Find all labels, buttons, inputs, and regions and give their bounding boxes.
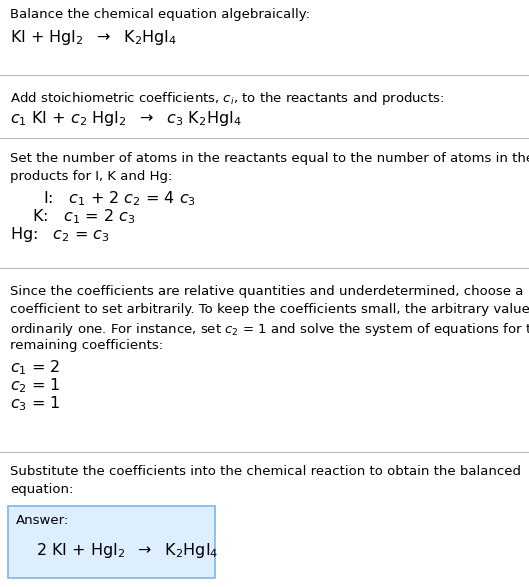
Text: K:   $c_1$ = 2 $c_3$: K: $c_1$ = 2 $c_3$	[22, 207, 135, 225]
Text: remaining coefficients:: remaining coefficients:	[10, 339, 163, 352]
Text: I:   $c_1$ + 2 $c_2$ = 4 $c_3$: I: $c_1$ + 2 $c_2$ = 4 $c_3$	[28, 189, 196, 208]
Text: Balance the chemical equation algebraically:: Balance the chemical equation algebraica…	[10, 8, 310, 21]
Text: Since the coefficients are relative quantities and underdetermined, choose a: Since the coefficients are relative quan…	[10, 285, 523, 298]
FancyBboxPatch shape	[8, 506, 215, 578]
Text: $c_2$ = 1: $c_2$ = 1	[10, 376, 61, 394]
Text: coefficient to set arbitrarily. To keep the coefficients small, the arbitrary va: coefficient to set arbitrarily. To keep …	[10, 303, 529, 316]
Text: Answer:: Answer:	[16, 514, 69, 527]
Text: $c_3$ = 1: $c_3$ = 1	[10, 394, 61, 413]
Text: KI + HgI$_2$  $\rightarrow$  K$_2$HgI$_4$: KI + HgI$_2$ $\rightarrow$ K$_2$HgI$_4$	[10, 28, 177, 47]
Text: 2 KI + HgI$_2$  $\rightarrow$  K$_2$HgI$_4$: 2 KI + HgI$_2$ $\rightarrow$ K$_2$HgI$_4…	[36, 541, 218, 560]
Text: equation:: equation:	[10, 483, 74, 496]
Text: Hg:   $c_2$ = $c_3$: Hg: $c_2$ = $c_3$	[10, 225, 110, 244]
Text: Set the number of atoms in the reactants equal to the number of atoms in the: Set the number of atoms in the reactants…	[10, 152, 529, 165]
Text: Substitute the coefficients into the chemical reaction to obtain the balanced: Substitute the coefficients into the che…	[10, 465, 521, 478]
Text: ordinarily one. For instance, set $c_2$ = 1 and solve the system of equations fo: ordinarily one. For instance, set $c_2$ …	[10, 321, 529, 338]
Text: $c_1$ KI + $c_2$ HgI$_2$  $\rightarrow$  $c_3$ K$_2$HgI$_4$: $c_1$ KI + $c_2$ HgI$_2$ $\rightarrow$ $…	[10, 109, 242, 128]
Text: Add stoichiometric coefficients, $c_i$, to the reactants and products:: Add stoichiometric coefficients, $c_i$, …	[10, 90, 444, 107]
Text: products for I, K and Hg:: products for I, K and Hg:	[10, 170, 172, 183]
Text: $c_1$ = 2: $c_1$ = 2	[10, 358, 60, 377]
